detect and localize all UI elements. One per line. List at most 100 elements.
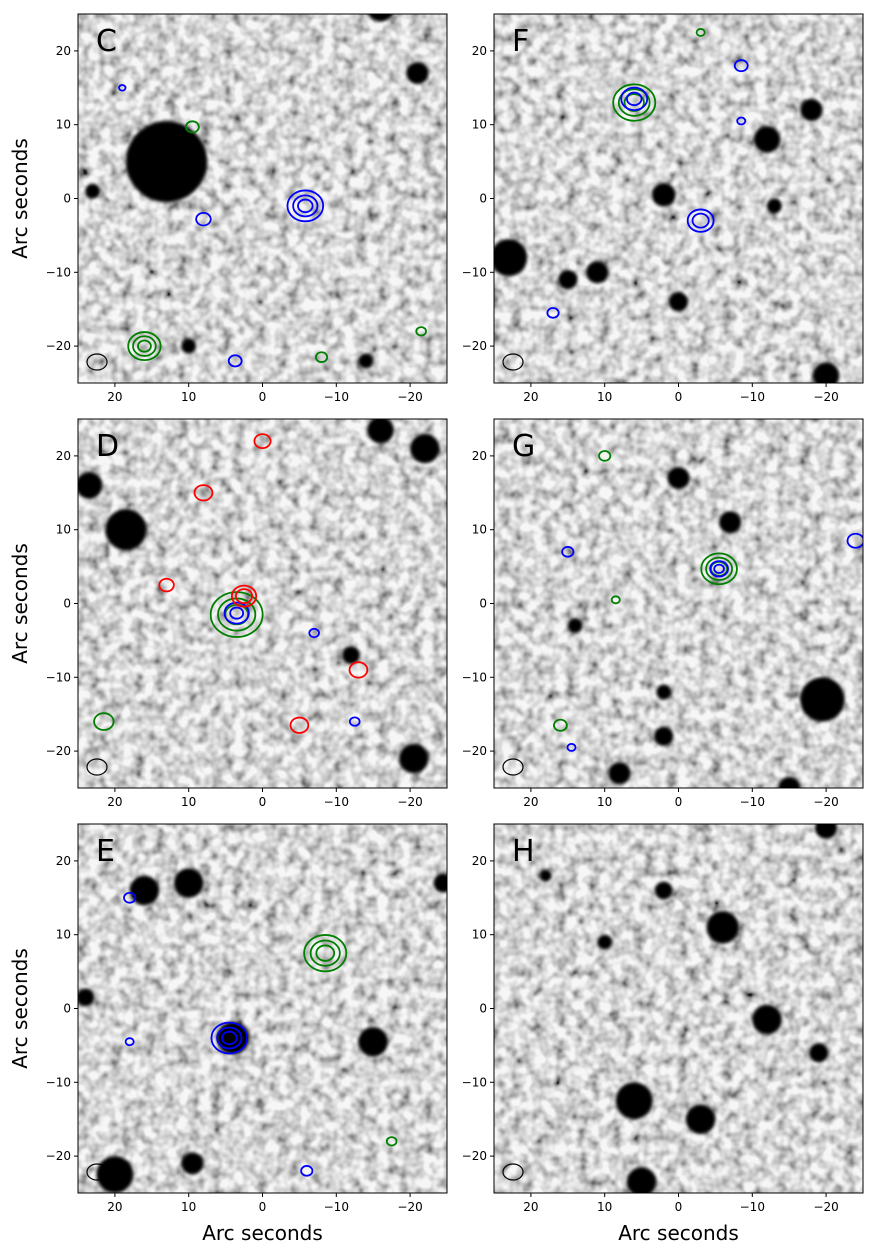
green-contour	[186, 0, 199, 5]
green-contour	[132, 335, 157, 357]
y-tick-label: 0	[63, 1002, 71, 1016]
y-axis-label: Arc seconds	[8, 543, 32, 664]
green-contour	[610, 595, 621, 605]
blue-contour	[733, 59, 749, 73]
x-tick-label: 0	[259, 795, 267, 809]
x-tick-label: 10	[181, 795, 196, 809]
y-tick-label: 0	[479, 192, 487, 206]
y-tick-label: −20	[46, 339, 71, 353]
x-tick-label: 0	[259, 390, 267, 404]
x-tick-label: 10	[597, 1200, 612, 1214]
y-tick-label: 20	[56, 449, 71, 463]
x-tick-label: −10	[324, 795, 349, 809]
dark-source	[752, 1004, 782, 1035]
blue-contour	[210, 1021, 249, 1055]
y-tick-label: 0	[63, 597, 71, 611]
dark-source	[358, 353, 374, 369]
dark-source	[358, 1026, 388, 1057]
x-tick-label: 0	[259, 1200, 267, 1214]
x-tick-label: −20	[397, 1200, 422, 1214]
dark-source	[667, 466, 690, 490]
green-contour	[385, 1136, 398, 1147]
beam-ellipse	[502, 1163, 524, 1181]
y-axis-label: Arc seconds	[8, 138, 32, 259]
y-tick-label: −20	[462, 1149, 487, 1163]
dark-source	[597, 934, 613, 950]
greyscale-image	[494, 824, 863, 1193]
panel-label: D	[96, 429, 119, 464]
blue-contour	[227, 354, 243, 368]
panel-label: C	[96, 24, 117, 59]
y-tick-label: 20	[472, 854, 487, 868]
panel-f: F 20 20 10 10 0 0 −10 −10 −20 −20	[462, 13, 864, 404]
green-contour	[598, 450, 612, 462]
blue-contour	[223, 601, 250, 625]
blue-contour	[566, 743, 577, 752]
y-tick-label: 10	[472, 118, 487, 132]
x-tick-label: −10	[324, 1200, 349, 1214]
y-tick-label: −20	[462, 744, 487, 758]
x-tick-label: 0	[675, 1200, 683, 1214]
dark-source	[753, 126, 781, 153]
panel-c: C 20 20 10 10 0 0 −10 −10 −20 −20	[46, 0, 448, 404]
blue-contour	[620, 86, 649, 111]
x-tick-label: −20	[397, 795, 422, 809]
y-tick-label: −10	[46, 670, 71, 684]
green-contour	[303, 934, 348, 973]
dark-source	[181, 1152, 204, 1175]
greyscale-image	[78, 824, 447, 1193]
dark-source	[85, 183, 101, 199]
x-tick-label: 0	[675, 390, 683, 404]
y-tick-label: −10	[462, 670, 487, 684]
blue-contour	[546, 307, 560, 319]
panel-e: E 20 20 10 10 0 0 −10 −10 −20 −20	[46, 823, 448, 1214]
x-tick-label: 0	[675, 795, 683, 809]
panel-label: E	[96, 834, 115, 869]
dark-source	[181, 338, 197, 354]
dark-source	[685, 1104, 716, 1134]
y-tick-label: −10	[46, 1075, 71, 1089]
dark-source	[654, 726, 674, 746]
blue-contour	[691, 212, 710, 229]
dark-source	[216, 1021, 250, 1055]
blue-contour	[308, 627, 320, 639]
greyscale-image	[78, 419, 447, 788]
blue-contour	[216, 1026, 243, 1050]
dark-source	[567, 618, 583, 634]
dark-source	[173, 868, 204, 898]
dark-source	[706, 911, 740, 944]
greyscale-image	[78, 0, 447, 383]
dark-source	[719, 511, 742, 534]
blue-contour	[713, 563, 725, 574]
panel-label: G	[512, 429, 535, 464]
y-tick-label: 10	[472, 523, 487, 537]
x-tick-label: 20	[107, 390, 122, 404]
y-axis-label: Arc seconds	[8, 948, 32, 1069]
dark-source	[656, 684, 672, 700]
blue-contour	[286, 189, 325, 223]
blue-contour	[297, 198, 314, 214]
green-contour	[314, 351, 329, 363]
dark-source	[586, 261, 609, 284]
beam-ellipse	[86, 1163, 108, 1181]
x-tick-label: 20	[523, 795, 538, 809]
blue-contour	[292, 194, 319, 218]
beam-ellipse	[86, 758, 108, 776]
dark-source	[778, 776, 801, 788]
x-axis-label: Arc seconds	[202, 1221, 323, 1245]
blue-contour	[300, 1165, 314, 1177]
green-contour	[612, 83, 657, 122]
dark-source	[809, 1043, 829, 1063]
dark-source	[367, 14, 394, 22]
green-contour	[700, 552, 738, 586]
green-contour	[309, 939, 341, 967]
panel-g: G 20 20 10 10 0 0 −10 −10 −20 −20	[462, 418, 864, 809]
blue-contour	[221, 1030, 238, 1046]
blue-contour	[686, 208, 715, 233]
dark-source	[539, 869, 552, 882]
blue-contour	[229, 606, 245, 620]
red-contour	[193, 484, 214, 502]
x-tick-label: 10	[181, 390, 196, 404]
blue-contour	[195, 211, 212, 227]
